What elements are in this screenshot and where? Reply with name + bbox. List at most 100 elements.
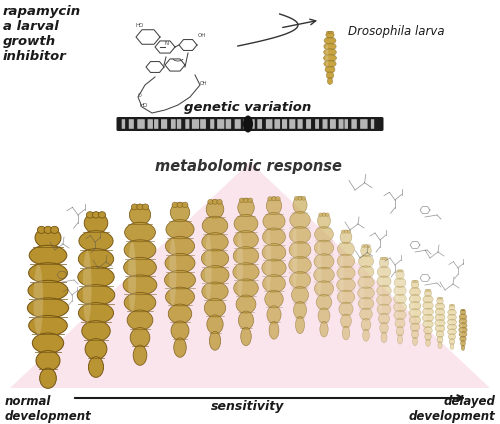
Ellipse shape [207, 315, 223, 334]
Ellipse shape [378, 313, 390, 324]
Ellipse shape [448, 319, 456, 325]
Ellipse shape [324, 55, 336, 61]
Ellipse shape [376, 295, 392, 305]
FancyBboxPatch shape [338, 119, 344, 129]
Ellipse shape [336, 278, 355, 292]
Ellipse shape [328, 31, 332, 33]
Ellipse shape [394, 302, 406, 312]
Ellipse shape [436, 303, 444, 310]
Ellipse shape [124, 240, 156, 260]
Text: OH: OH [200, 81, 207, 86]
FancyBboxPatch shape [138, 119, 145, 129]
Ellipse shape [461, 310, 462, 311]
FancyBboxPatch shape [116, 117, 384, 131]
FancyBboxPatch shape [148, 119, 153, 129]
Ellipse shape [38, 226, 46, 234]
Ellipse shape [324, 61, 336, 67]
Ellipse shape [240, 198, 244, 203]
Ellipse shape [272, 197, 276, 201]
Ellipse shape [289, 241, 311, 259]
Ellipse shape [340, 314, 351, 328]
Ellipse shape [78, 303, 114, 324]
Ellipse shape [459, 327, 467, 332]
Ellipse shape [422, 321, 434, 328]
Ellipse shape [377, 267, 391, 277]
Text: genetic variation: genetic variation [184, 101, 312, 114]
Ellipse shape [396, 270, 404, 279]
Ellipse shape [202, 282, 228, 301]
Ellipse shape [98, 212, 105, 218]
FancyBboxPatch shape [226, 119, 231, 129]
Ellipse shape [166, 237, 194, 256]
Ellipse shape [201, 265, 229, 285]
Ellipse shape [414, 280, 416, 282]
Ellipse shape [324, 37, 336, 44]
Ellipse shape [426, 339, 430, 346]
FancyBboxPatch shape [154, 119, 158, 129]
Ellipse shape [382, 257, 386, 260]
Text: O: O [138, 93, 142, 98]
Ellipse shape [422, 308, 434, 315]
Ellipse shape [326, 31, 334, 38]
Ellipse shape [314, 281, 334, 296]
Ellipse shape [234, 279, 258, 297]
Ellipse shape [460, 336, 466, 341]
Ellipse shape [314, 226, 334, 242]
FancyBboxPatch shape [371, 119, 374, 129]
Ellipse shape [381, 332, 387, 343]
Ellipse shape [262, 243, 286, 261]
Ellipse shape [367, 245, 370, 248]
Ellipse shape [448, 329, 456, 335]
Ellipse shape [34, 265, 43, 336]
Ellipse shape [364, 245, 368, 248]
Ellipse shape [380, 257, 383, 260]
Ellipse shape [450, 344, 454, 349]
Ellipse shape [462, 345, 464, 350]
Ellipse shape [130, 205, 150, 225]
Ellipse shape [289, 257, 311, 273]
Ellipse shape [210, 331, 220, 350]
Ellipse shape [234, 231, 258, 249]
Ellipse shape [360, 308, 372, 320]
Ellipse shape [238, 198, 254, 217]
Ellipse shape [132, 204, 138, 210]
Ellipse shape [361, 318, 371, 331]
Ellipse shape [428, 289, 431, 291]
Ellipse shape [202, 216, 228, 235]
Ellipse shape [212, 199, 218, 204]
Ellipse shape [40, 368, 56, 388]
Ellipse shape [425, 289, 428, 291]
Ellipse shape [233, 263, 259, 281]
Ellipse shape [394, 294, 406, 304]
FancyBboxPatch shape [330, 119, 336, 129]
Ellipse shape [438, 297, 440, 299]
Ellipse shape [412, 330, 418, 338]
Ellipse shape [412, 280, 414, 282]
Ellipse shape [206, 200, 224, 219]
FancyBboxPatch shape [161, 119, 167, 129]
Ellipse shape [85, 339, 107, 360]
Ellipse shape [396, 270, 399, 272]
Ellipse shape [236, 295, 256, 313]
Ellipse shape [88, 357, 104, 377]
FancyBboxPatch shape [171, 119, 175, 129]
Ellipse shape [268, 197, 272, 201]
Ellipse shape [314, 254, 334, 269]
Ellipse shape [78, 248, 114, 269]
Ellipse shape [378, 277, 382, 315]
Ellipse shape [395, 318, 405, 328]
Ellipse shape [427, 289, 429, 291]
Ellipse shape [82, 321, 110, 341]
Text: OH: OH [198, 33, 206, 38]
Ellipse shape [124, 257, 156, 278]
Ellipse shape [124, 222, 156, 243]
Ellipse shape [294, 196, 298, 200]
Ellipse shape [294, 301, 306, 318]
Ellipse shape [410, 295, 420, 303]
Ellipse shape [424, 290, 432, 297]
Ellipse shape [28, 298, 68, 318]
Ellipse shape [83, 251, 92, 324]
Ellipse shape [276, 197, 280, 201]
Ellipse shape [202, 249, 228, 268]
Ellipse shape [290, 212, 310, 229]
